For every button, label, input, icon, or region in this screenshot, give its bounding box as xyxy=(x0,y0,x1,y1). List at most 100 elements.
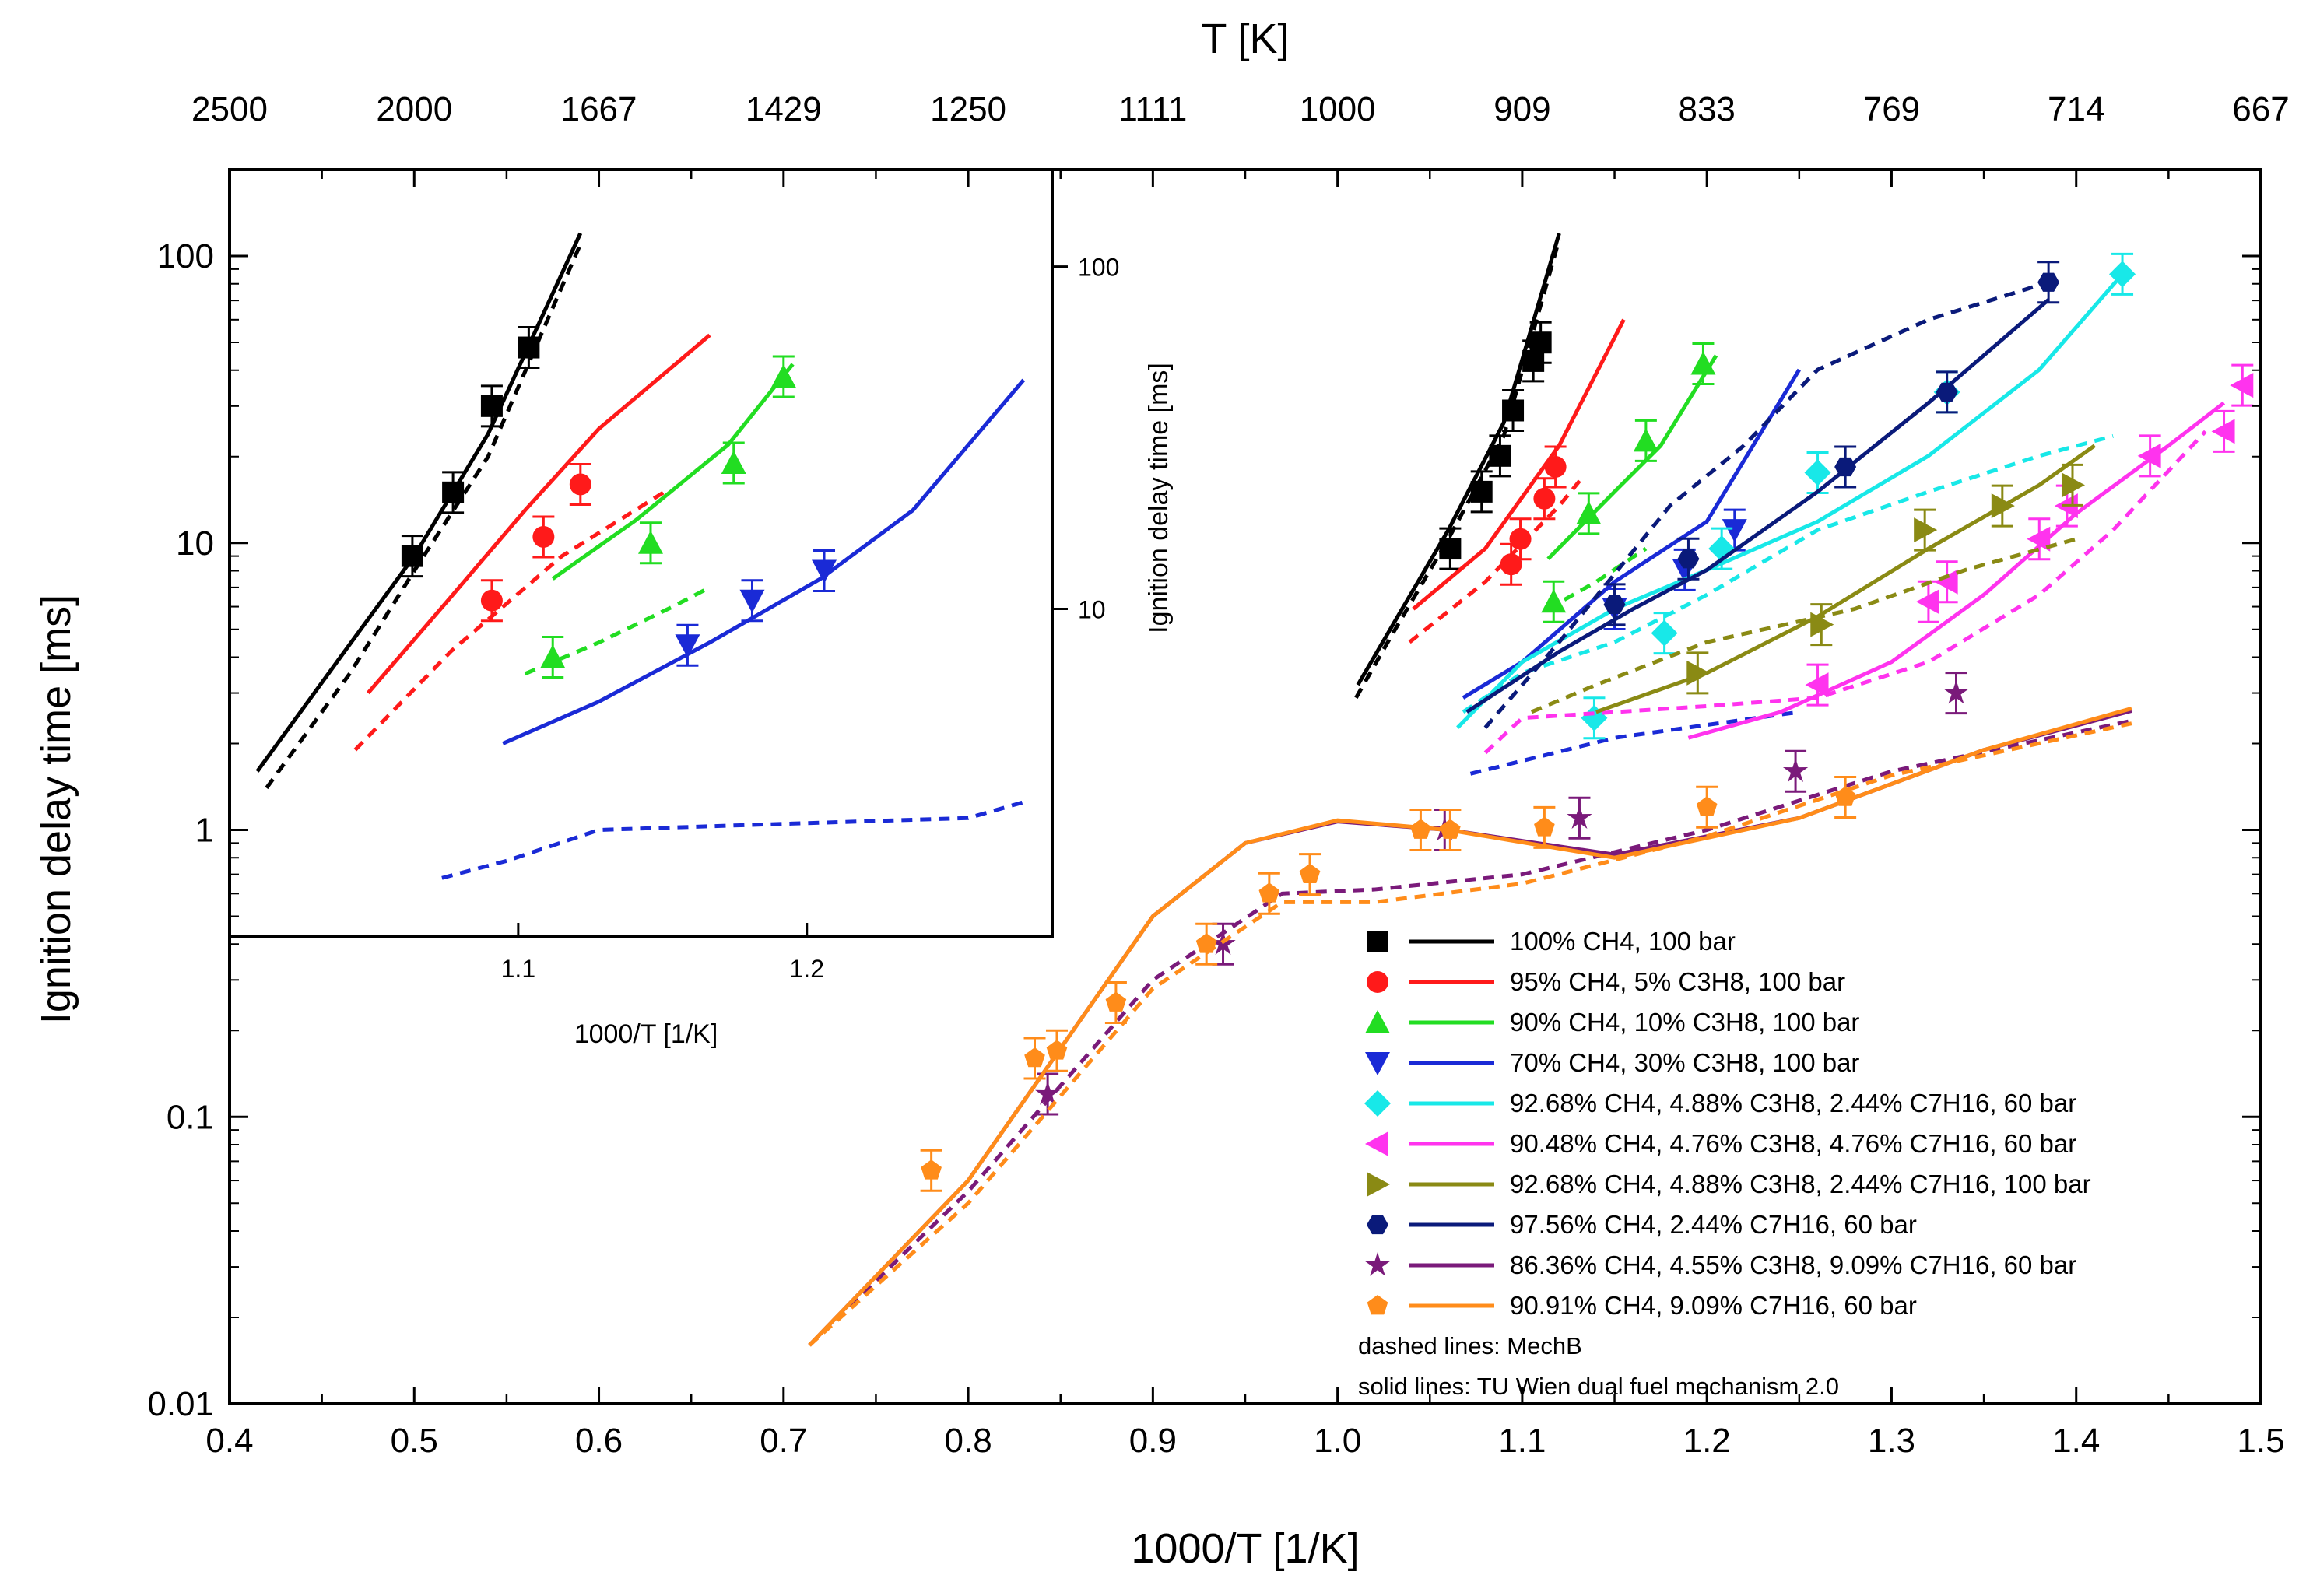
data-point xyxy=(812,559,837,584)
x-tick-label: 0.7 xyxy=(760,1422,807,1460)
data-point xyxy=(1677,549,1700,569)
data-point xyxy=(480,589,503,612)
legend-note: solid lines: TU Wien dual fuel mechanism… xyxy=(1358,1373,1839,1400)
top-tick-label: 1429 xyxy=(746,90,822,128)
legend-marker xyxy=(1365,1052,1390,1075)
data-point xyxy=(1046,1040,1068,1060)
data-point xyxy=(1696,796,1718,816)
series-100-ch4-100-bar-main xyxy=(255,232,583,790)
x-tick-label: 1.5 xyxy=(2237,1422,2284,1460)
data-point xyxy=(1915,589,1939,615)
data-point xyxy=(1690,351,1716,375)
data-point xyxy=(1541,589,1567,613)
data-point xyxy=(1529,331,1552,354)
data-point xyxy=(1834,786,1856,806)
solid-line xyxy=(1687,401,2226,740)
legend-label: 90.48% CH4, 4.76% C3H8, 4.76% C7H16, 60 … xyxy=(1510,1129,2076,1158)
data-point xyxy=(1034,1081,1061,1105)
data-point xyxy=(540,644,566,668)
dashed-line xyxy=(353,490,665,752)
legend: 100% CH4, 100 bar 95% CH4, 5% C3H8, 100 b… xyxy=(1358,927,2091,1400)
x-tick-label: 0.9 xyxy=(1129,1422,1177,1460)
data-point xyxy=(1195,933,1217,953)
data-point xyxy=(1936,382,1958,402)
data-point xyxy=(569,473,591,496)
legend-note: dashed lines: MechB xyxy=(1358,1332,1582,1359)
inset-y-tick-label: 10 xyxy=(1078,596,1106,624)
data-point xyxy=(1024,1047,1045,1068)
top-tick-label: 1000 xyxy=(1300,90,1376,128)
y-axis-title: Ignition delay time [ms] xyxy=(33,595,79,1024)
top-tick-label: 909 xyxy=(1493,90,1550,128)
x-tick-label: 1.3 xyxy=(1868,1422,1915,1460)
solid-line xyxy=(502,378,1026,745)
top-x-axis-title: T [K] xyxy=(1201,16,1289,62)
x-tick-label: 1.4 xyxy=(2052,1422,2100,1460)
data-point xyxy=(518,336,540,359)
top-tick-label: 1111 xyxy=(1118,90,1187,128)
solid-line xyxy=(1546,354,1718,561)
solid-line xyxy=(1465,298,2050,714)
legend-label: 70% CH4, 30% C3H8, 100 bar xyxy=(1510,1048,1859,1077)
dashed-line xyxy=(808,718,2132,1347)
data-point xyxy=(1470,480,1493,503)
series-90-ch4-10-c3h8-100-bar-inset xyxy=(1541,342,1718,623)
x-tick-label: 0.6 xyxy=(575,1422,623,1460)
dashed-line xyxy=(1483,430,2207,755)
series-95-ch4-5-c3h8-100-bar-main xyxy=(353,333,711,752)
legend-marker xyxy=(1365,1010,1390,1033)
solid-line xyxy=(551,363,795,581)
data-point xyxy=(2027,526,2051,552)
data-point xyxy=(1509,528,1532,550)
legend-entry: 70% CH4, 30% C3H8, 100 bar xyxy=(1365,1048,1859,1077)
x-tick-label: 1.0 xyxy=(1314,1422,1361,1460)
legend-label: 100% CH4, 100 bar xyxy=(1510,927,1736,956)
inset-x-tick-label: 1.2 xyxy=(790,955,824,983)
dashed-line xyxy=(1483,280,2049,729)
top-tick-label: 1667 xyxy=(561,90,637,128)
data-point xyxy=(1576,500,1602,524)
series-92-68-ch4-4-88-c3h8-2-44-c7h16-100-bar-inset xyxy=(1530,444,2096,714)
data-point xyxy=(1651,619,1678,647)
top-tick-label: 1250 xyxy=(930,90,1006,128)
y-tick-label: 10 xyxy=(176,524,214,563)
series-97-56-ch4-2-44-c7h16-60-bar-inset xyxy=(1465,261,2060,729)
y-tick-label: 0.1 xyxy=(167,1098,214,1136)
legend-entry: 97.56% CH4, 2.44% C7H16, 60 bar xyxy=(1367,1210,1917,1239)
dashed-line xyxy=(1462,433,2114,714)
legend-label: 97.56% CH4, 2.44% C7H16, 60 bar xyxy=(1510,1210,1917,1239)
data-point xyxy=(2061,472,2085,498)
top-tick-label: 714 xyxy=(2048,90,2104,128)
legend-marker xyxy=(1364,1252,1391,1276)
data-point xyxy=(1258,882,1280,903)
data-point xyxy=(1914,517,1938,543)
x-axis-title: 1000/T [1/K] xyxy=(1131,1525,1359,1572)
x-tick-label: 0.4 xyxy=(205,1422,253,1460)
x-tick-label: 1.2 xyxy=(1683,1422,1731,1460)
legend-entry: 90% CH4, 10% C3H8, 100 bar xyxy=(1365,1008,1859,1037)
series-92-68-ch4-4-88-c3h8-2-44-c7h16-60-bar-inset xyxy=(1456,252,2136,740)
data-point xyxy=(1991,493,2015,519)
legend-label: 90% CH4, 10% C3H8, 100 bar xyxy=(1510,1008,1859,1037)
data-point xyxy=(1500,553,1522,576)
series-70-ch4-30-c3h8-100-bar-main xyxy=(441,378,1026,880)
data-point xyxy=(480,395,503,417)
series-95-ch4-5-c3h8-100-bar-inset xyxy=(1408,318,1626,644)
legend-entry: 92.68% CH4, 4.88% C3H8, 2.44% C7H16, 60 … xyxy=(1364,1089,2076,1117)
solid-line xyxy=(1456,272,2124,729)
data-point xyxy=(1943,679,1969,704)
y-tick-label: 100 xyxy=(157,237,214,275)
series-90-48-ch4-4-76-c3h8-4-76-c7h16-60-bar-inset xyxy=(1483,363,2254,755)
data-point xyxy=(1567,805,1592,829)
data-point xyxy=(1105,991,1127,1012)
legend-marker xyxy=(1365,1131,1388,1156)
data-point xyxy=(1810,612,1834,637)
data-point xyxy=(1544,455,1567,478)
y-tick-label: 1 xyxy=(195,812,214,850)
dashed-line xyxy=(1354,239,1561,699)
data-point xyxy=(2109,261,2136,288)
data-point xyxy=(442,481,465,503)
solid-line xyxy=(1462,368,1801,700)
dashed-line xyxy=(524,585,711,676)
